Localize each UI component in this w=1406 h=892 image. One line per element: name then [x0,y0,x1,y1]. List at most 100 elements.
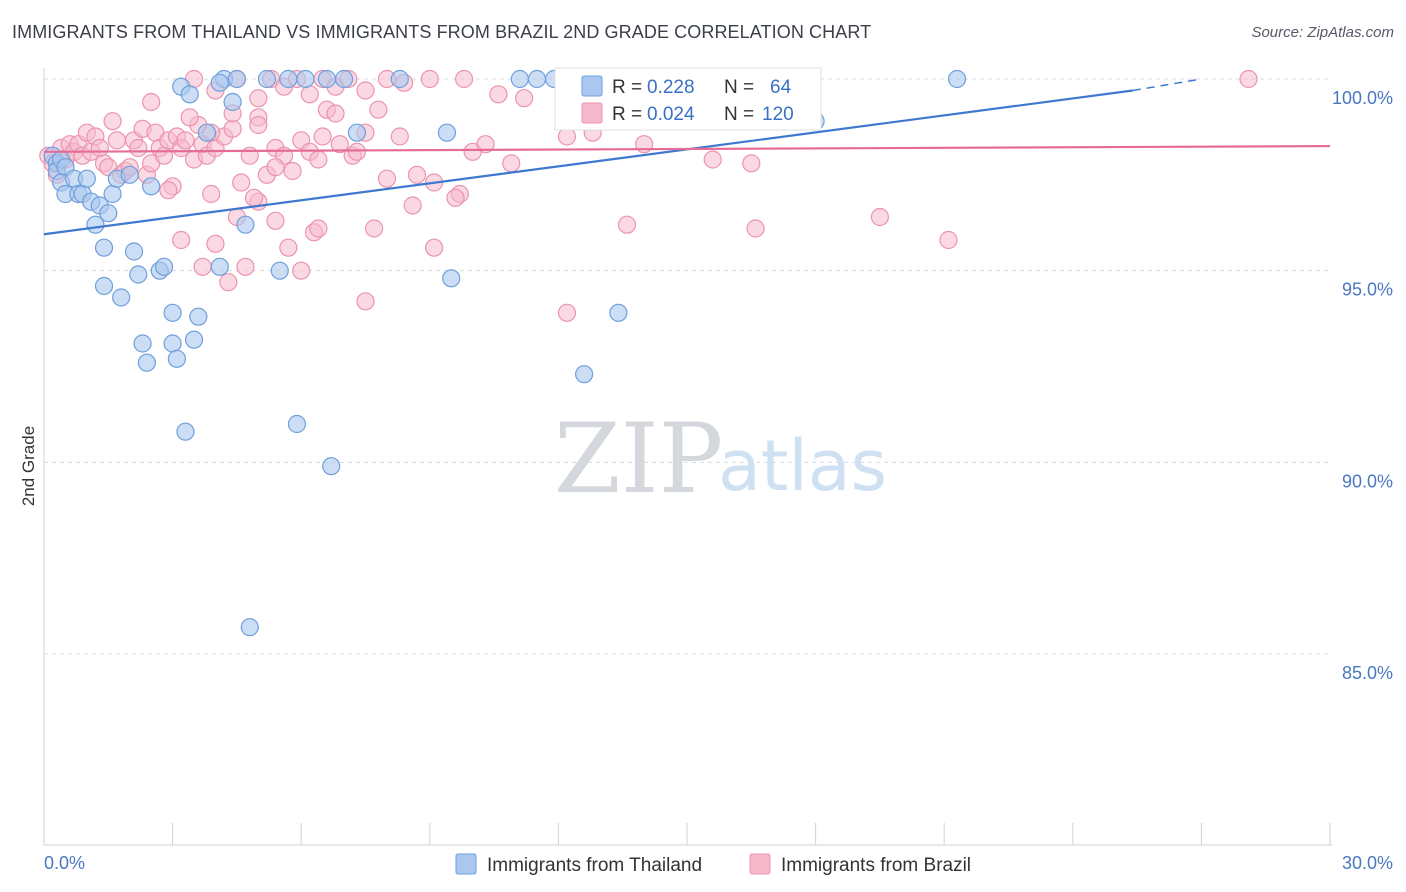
brazil-point [1239,69,1258,89]
legend-brazil-n-value: 120 [762,104,794,125]
y-tick-label: 100.0% [1332,88,1393,108]
brazil-point [309,219,328,238]
series-thailand-points [43,69,967,637]
brazil-point [420,69,439,89]
thailand-point [322,457,341,476]
thailand-point [99,204,118,223]
brazil-point [330,135,349,154]
thailand-point [227,69,246,89]
brazil-point [103,112,122,131]
thailand-point [184,330,204,349]
brazil-point [407,165,427,184]
x-tick-label-max: 30.0% [1342,853,1393,873]
brazil-point [369,100,388,119]
source-label: Source: ZipAtlas.com [1251,24,1394,41]
brazil-point [742,154,761,173]
thailand-trend-line [43,89,1133,236]
thailand-point [189,307,208,326]
brazil-point [193,257,212,276]
thailand-point [296,69,315,89]
thailand-point [210,257,229,276]
legend-thailand-swatch [581,75,603,97]
thailand-point [609,303,628,322]
brazil-point [219,273,238,292]
thailand-point [442,269,461,288]
brazil-point [240,146,259,165]
thailand-point [287,414,307,434]
watermark-atlas: atlas [718,425,887,507]
thailand-trend-extension [1132,78,1202,92]
brazil-point [309,150,328,169]
legend-brazil-r-label: R = [612,104,642,125]
thailand-point [210,73,229,92]
brazil-point [202,184,221,204]
legend-thailand-r-value: 0.228 [647,77,695,98]
brazil-point [232,173,251,192]
y-tick-label: 90.0% [1342,471,1393,491]
brazil-point [347,142,367,161]
thailand-point [124,242,144,261]
legend-brazil-swatch [581,102,603,124]
bottom-legend-brazil-swatch [749,853,771,875]
chart-title: IMMIGRANTS FROM THAILAND VS IMMIGRANTS F… [12,22,872,42]
brazil-point [870,207,890,227]
brazil-point [142,92,161,112]
thailand-point [112,288,131,307]
thailand-point [167,349,186,368]
brazil-point [557,127,577,146]
brazil-point [364,219,384,238]
thailand-point [94,276,114,296]
brazil-point [266,211,285,230]
thailand-point [527,69,547,89]
brazil-point [489,85,508,104]
thailand-point [142,177,161,196]
thailand-point [236,215,255,234]
thailand-point [176,422,195,441]
thailand-point [129,265,148,284]
thailand-point [77,169,96,188]
brazil-point [90,138,109,158]
brazil-point [107,131,126,150]
thailand-point [137,353,156,372]
brazil-point [390,127,409,146]
brazil-point [454,69,474,89]
thailand-point [279,69,298,89]
brazil-point [703,150,722,169]
brazil-point [206,234,225,253]
brazil-point [377,169,397,188]
thailand-point [163,334,182,353]
y-tick-label: 95.0% [1342,280,1393,300]
thailand-point [223,92,242,112]
thailand-point [575,365,594,384]
thailand-point [133,334,152,353]
brazil-point [249,115,268,135]
brazil-point [746,219,765,238]
brazil-point [557,303,577,322]
brazil-point [154,146,174,165]
legend-thailand-n-value: 64 [770,77,792,98]
brazil-point [403,196,422,215]
watermark-zip: ZIP [554,403,723,515]
thailand-point [103,184,122,204]
brazil-point [313,127,332,146]
brazil-point [939,230,958,250]
brazil-point [356,81,375,100]
thailand-point [947,69,967,89]
thailand-point [154,257,174,276]
thailand-point [94,238,114,257]
axes: 85.0% 90.0% 95.0% 100.0% 0.0% 30.0% [43,68,1393,873]
brazil-point [176,131,195,150]
thailand-point [163,303,182,322]
brazil-point [279,238,298,257]
brazil-point [356,292,375,311]
brazil-point [159,181,178,200]
bottom-legend-brazil-label: Immigrants from Brazil [781,855,971,876]
brazil-point [223,119,242,138]
thailand-point [120,165,139,184]
bottom-legend-thailand-swatch [455,853,477,875]
brazil-point [129,138,148,158]
brazil-point [476,135,495,154]
thailand-point [270,261,289,280]
brazil-trend-line [43,144,1331,153]
